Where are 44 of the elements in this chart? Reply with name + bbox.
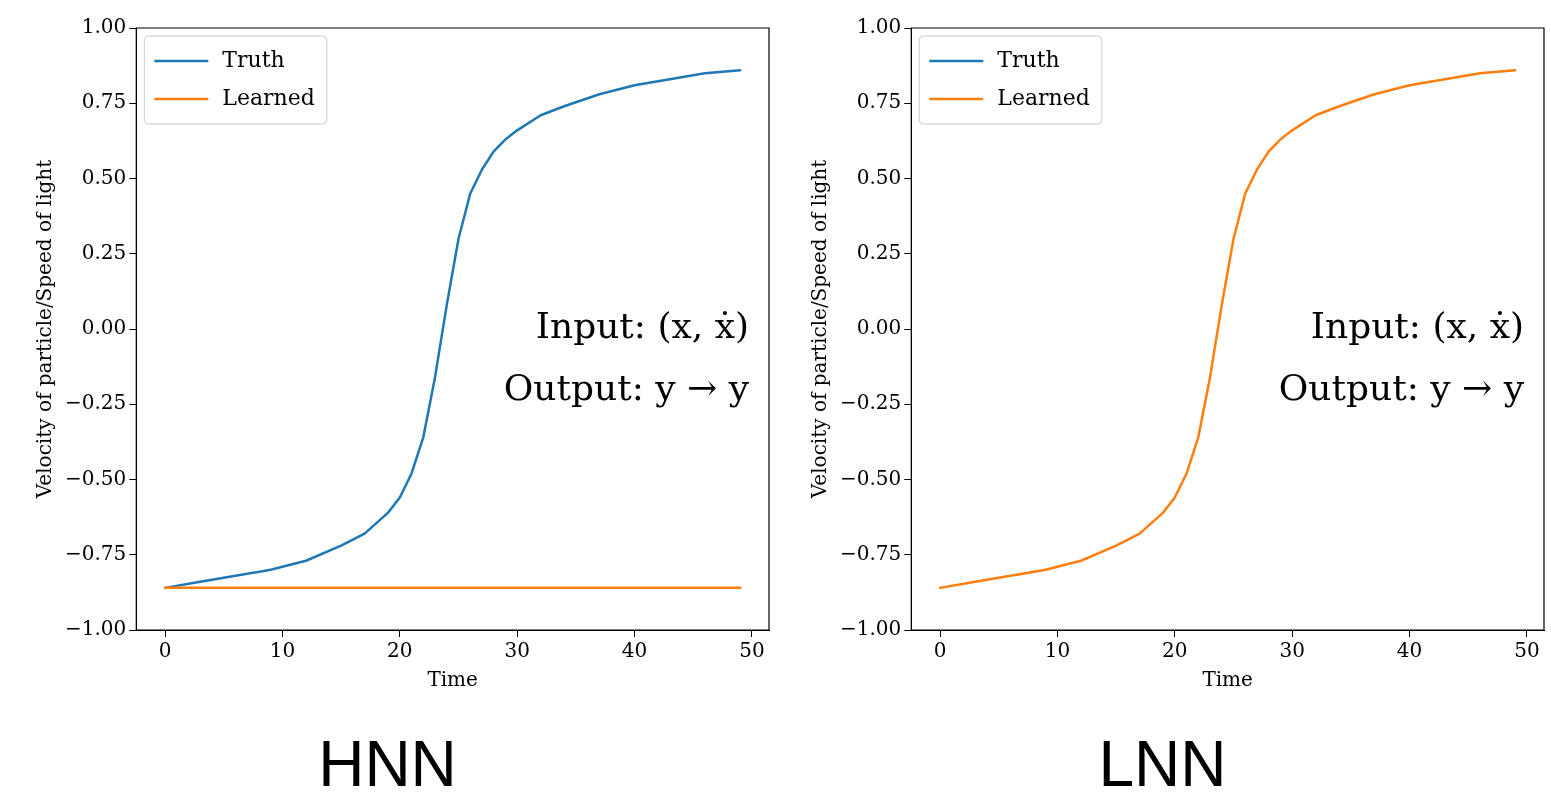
y-tick-label: 1.00 bbox=[81, 14, 127, 39]
y-tick-label: 0.50 bbox=[81, 164, 127, 189]
x-tick-label: 50 bbox=[1514, 638, 1540, 663]
x-tick-label: 20 bbox=[1162, 638, 1188, 663]
y-tick-label: 0.50 bbox=[856, 164, 902, 189]
annotation: Output: y → y bbox=[1278, 367, 1525, 409]
y-tick-label: −0.25 bbox=[64, 390, 127, 415]
y-tick-label: 0.25 bbox=[81, 239, 127, 264]
y-tick-label: 0.00 bbox=[81, 315, 127, 340]
y-tick-label: 1.00 bbox=[856, 14, 902, 39]
y-tick-label: −1.00 bbox=[839, 616, 902, 641]
legend-label: Learned bbox=[997, 84, 1090, 110]
y-tick-label: −0.50 bbox=[64, 465, 127, 490]
legend-label: Truth bbox=[997, 46, 1060, 72]
x-tick-label: 10 bbox=[269, 638, 296, 663]
x-axis-title: Time bbox=[1202, 667, 1253, 692]
y-tick-label: 0.75 bbox=[856, 89, 902, 114]
annotation: Input: (x, ẋ) bbox=[1310, 305, 1524, 347]
y-tick-label: 0.00 bbox=[856, 315, 902, 340]
y-tick-label: −0.75 bbox=[839, 540, 902, 565]
x-tick-label: 10 bbox=[1044, 638, 1071, 663]
y-axis-title: Velocity of particle/Speed of light bbox=[807, 159, 832, 500]
legend-label: Learned bbox=[222, 84, 315, 110]
x-tick-label: 0 bbox=[158, 638, 172, 663]
y-tick-label: 0.75 bbox=[81, 89, 127, 114]
annotation: Output: y → y bbox=[503, 367, 750, 409]
y-tick-label: 0.25 bbox=[856, 239, 902, 264]
x-tick-label: 40 bbox=[1396, 638, 1423, 663]
x-tick-label: 20 bbox=[387, 638, 413, 663]
x-tick-label: 40 bbox=[621, 638, 648, 663]
x-axis-title: Time bbox=[427, 667, 478, 692]
y-tick-label: −0.75 bbox=[64, 540, 127, 565]
annotation: Input: (x, ẋ) bbox=[535, 305, 749, 347]
y-tick-label: −0.50 bbox=[839, 465, 902, 490]
text: LNN bbox=[1097, 728, 1228, 800]
legend-label: Truth bbox=[222, 46, 285, 72]
y-tick-label: −1.00 bbox=[64, 616, 127, 641]
y-axis-title: Velocity of particle/Speed of light bbox=[32, 159, 57, 500]
text: HNN bbox=[317, 728, 458, 800]
x-tick-label: 0 bbox=[933, 638, 947, 663]
x-tick-label: 50 bbox=[739, 638, 765, 663]
x-tick-label: 30 bbox=[1279, 638, 1305, 663]
y-tick-label: −0.25 bbox=[839, 390, 902, 415]
x-tick-label: 30 bbox=[504, 638, 530, 663]
